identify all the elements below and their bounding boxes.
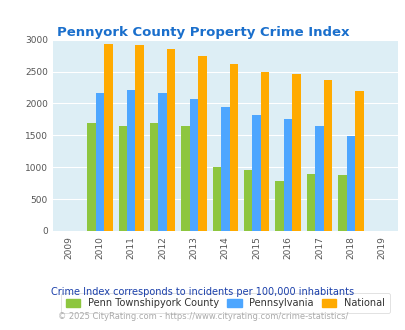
Bar — [314, 126, 323, 231]
Bar — [87, 122, 95, 231]
Bar — [260, 72, 269, 231]
Bar — [323, 81, 331, 231]
Bar — [198, 55, 206, 231]
Bar — [292, 74, 300, 231]
Text: © 2025 CityRating.com - https://www.cityrating.com/crime-statistics/: © 2025 CityRating.com - https://www.city… — [58, 312, 347, 321]
Bar — [306, 174, 314, 231]
Bar — [181, 126, 189, 231]
Bar — [104, 44, 112, 231]
Bar — [95, 92, 104, 231]
Bar — [252, 115, 260, 231]
Legend: Penn Townshipyork County, Pennsylvania, National: Penn Townshipyork County, Pennsylvania, … — [61, 293, 389, 313]
Bar — [135, 45, 143, 231]
Bar — [166, 49, 175, 231]
Bar — [275, 181, 283, 231]
Text: Pennyork County Property Crime Index: Pennyork County Property Crime Index — [57, 26, 348, 39]
Bar — [221, 107, 229, 231]
Bar — [243, 170, 252, 231]
Bar — [283, 119, 292, 231]
Bar — [118, 126, 127, 231]
Bar — [212, 167, 221, 231]
Bar — [158, 93, 166, 231]
Bar — [337, 176, 346, 231]
Bar — [189, 99, 198, 231]
Bar — [346, 136, 354, 231]
Bar — [127, 90, 135, 231]
Bar — [354, 91, 362, 231]
Text: Crime Index corresponds to incidents per 100,000 inhabitants: Crime Index corresponds to incidents per… — [51, 287, 354, 297]
Bar — [229, 64, 237, 231]
Bar — [149, 122, 158, 231]
